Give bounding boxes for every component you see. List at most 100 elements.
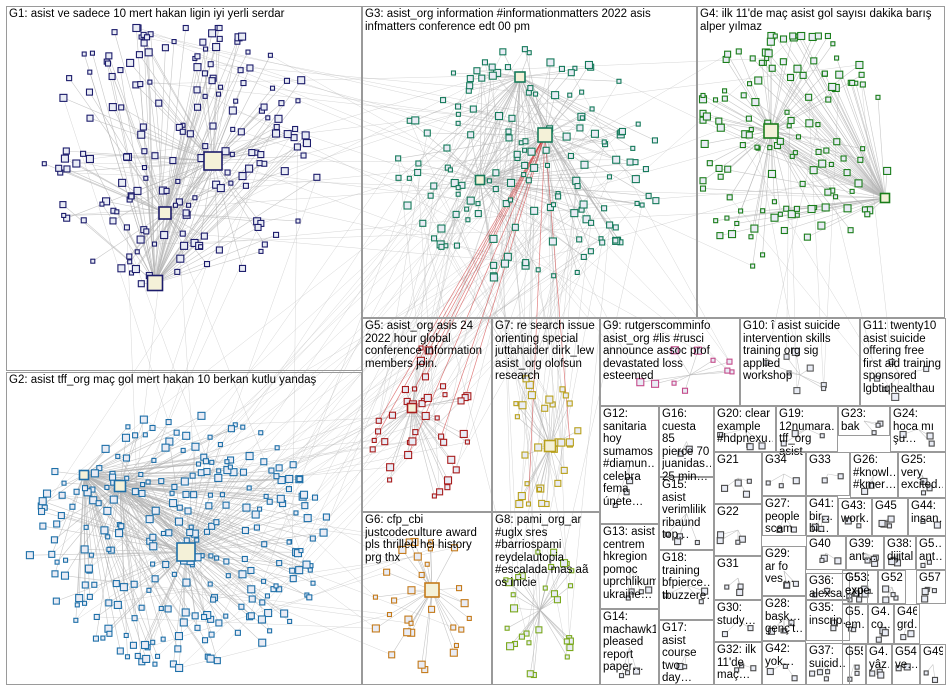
vertex-g4 <box>789 32 797 40</box>
group-label-g56: G5… ant… <box>919 538 943 563</box>
vertex-g5 <box>423 393 432 403</box>
vertex-g44 <box>933 521 941 529</box>
edge <box>862 84 886 199</box>
vertex-g3 <box>455 191 461 197</box>
edge <box>457 76 521 188</box>
edge <box>66 168 166 214</box>
edge <box>63 97 214 162</box>
edge <box>517 76 521 158</box>
vertex-g2 <box>217 441 223 448</box>
vertex-g4 <box>815 122 821 128</box>
vertex-g7 <box>554 479 562 487</box>
vertex-g2 <box>93 613 100 621</box>
edge <box>168 386 444 534</box>
edge <box>504 76 521 264</box>
edge <box>441 76 521 229</box>
edge <box>752 130 772 267</box>
vertex-g4 <box>760 252 766 258</box>
vertex-g1 <box>180 241 189 250</box>
edge <box>41 128 296 512</box>
vertex-g4 <box>792 150 798 156</box>
vertex-g1 <box>256 160 263 167</box>
vertex-g3 <box>525 177 532 184</box>
vertex-g1 <box>139 123 147 131</box>
vertex-g2 <box>223 466 232 475</box>
vertex-g4 <box>771 199 777 205</box>
vertex-g3 <box>639 202 645 208</box>
edge <box>506 609 541 629</box>
vertex-g8 <box>559 559 569 568</box>
edge <box>770 73 826 132</box>
edge <box>665 584 687 596</box>
edge <box>76 159 617 164</box>
vertex-g57 <box>921 587 929 596</box>
vertex-g2 <box>52 597 60 605</box>
vertex-g2 <box>123 632 129 638</box>
vertex-g2 <box>54 559 60 565</box>
vertex-g20 <box>717 431 724 439</box>
vertex-g1 <box>194 53 201 60</box>
edge <box>119 485 302 551</box>
vertex-g1 <box>133 186 142 195</box>
edge <box>476 58 767 71</box>
vertex-g2 <box>179 618 188 627</box>
vertex-g2 <box>248 595 256 603</box>
vertex-g3 <box>634 200 640 207</box>
group-box-g25: G25: very excited… <box>898 452 946 498</box>
vertex-g3 <box>555 193 562 200</box>
edge <box>686 584 702 602</box>
edge <box>468 76 521 92</box>
vertex-g2 <box>180 477 189 486</box>
group-box-g53: G53: expe… <box>842 570 878 604</box>
vertex-g8 <box>510 592 516 598</box>
edge <box>770 61 784 132</box>
group-label-g9: G9: rutgerscomminfo asist_org #lis #rusc… <box>603 320 711 382</box>
vertex-g2 <box>191 612 199 620</box>
edge <box>831 86 886 199</box>
vertex-g3 <box>521 161 529 169</box>
vertex-g6 <box>417 660 426 669</box>
edge <box>415 76 521 121</box>
vertex-g2 <box>260 458 268 466</box>
vertex-g4 <box>716 123 725 132</box>
edge <box>119 485 128 657</box>
vertex-g2 <box>149 424 156 432</box>
group-label-g57: G57 <box>919 572 941 584</box>
edge <box>119 485 227 562</box>
vertex-g21 <box>721 484 729 492</box>
group-box-g54: G54: ve… <box>892 644 920 685</box>
group-label-g18: G18: training bfpierce… tbuzzere… <box>662 552 711 602</box>
vertex-g3 <box>526 50 532 56</box>
vertex-g21 <box>734 479 742 487</box>
edge <box>808 97 824 389</box>
edge <box>119 450 184 487</box>
edge <box>458 64 860 115</box>
vertex-g20 <box>758 442 766 450</box>
vertex-g6 <box>405 538 413 546</box>
vertex-g3 <box>423 129 431 137</box>
vertex-g2 <box>174 645 182 653</box>
vertex-g5 <box>375 417 382 424</box>
vertex-g4 <box>864 211 871 218</box>
group-label-g33: G33 <box>809 454 831 466</box>
vertex-g3 <box>467 131 475 139</box>
vertex-g43 <box>844 517 852 525</box>
group-label-g25: G25: very excited… <box>901 454 943 491</box>
vertex-g1 <box>301 131 310 140</box>
edge <box>481 78 571 586</box>
vertex-g3 <box>546 203 554 212</box>
edge <box>154 94 219 284</box>
edge <box>479 67 493 181</box>
edge <box>522 92 530 406</box>
vertex-g1 <box>258 248 264 254</box>
edge <box>479 68 563 181</box>
vertex-g15 <box>676 533 683 540</box>
vertex-g5 <box>459 429 468 439</box>
edge <box>720 428 746 436</box>
vertex-g3 <box>527 85 534 92</box>
vertex-g4 <box>830 41 836 47</box>
vertex-g22 <box>735 539 741 545</box>
vertex-g3 <box>395 155 402 162</box>
vertex-g6 <box>428 539 434 545</box>
vertex-g39 <box>864 557 871 564</box>
